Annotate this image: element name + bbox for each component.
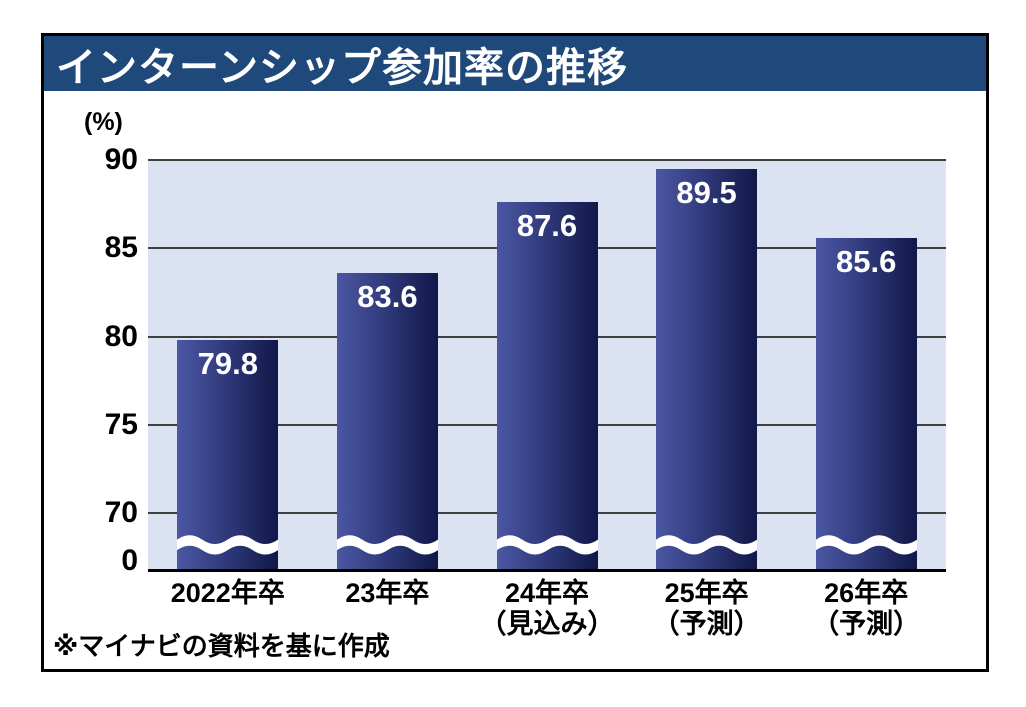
bar: 85.6 bbox=[815, 237, 917, 571]
y-axis-tick-label: 85 bbox=[104, 231, 138, 265]
x-axis-category-label: 26年卒 （予測） bbox=[786, 578, 946, 640]
y-axis-tick-label: 0 bbox=[121, 544, 138, 577]
gridline bbox=[148, 159, 946, 161]
y-axis-tick-label: 75 bbox=[104, 407, 138, 441]
axis-break-wave bbox=[336, 535, 438, 555]
x-axis-category-label-line: 26年卒 bbox=[824, 578, 909, 608]
title-banner: インターンシップ参加率の推移 bbox=[44, 36, 986, 91]
x-axis-category-label-line: （予測） bbox=[652, 609, 761, 639]
bar-value-label: 85.6 bbox=[836, 243, 897, 279]
axis-break-wave bbox=[496, 535, 598, 555]
bar-value-label: 87.6 bbox=[516, 208, 578, 244]
y-axis-tick-label: 70 bbox=[104, 496, 138, 529]
plot-area: 79.8 83.6 87.6 89.5 85.6 bbox=[148, 159, 946, 572]
y-axis-unit-label: (%) bbox=[84, 108, 123, 136]
source-note: ※マイナビの資料を基に作成 bbox=[53, 631, 390, 661]
x-axis-category-label-line: 25年卒 bbox=[664, 578, 749, 608]
x-axis-category-label: 24年卒 （見込み） bbox=[467, 578, 627, 640]
axis-break-wave bbox=[815, 535, 917, 555]
chart-frame: インターンシップ参加率の推移 (%) 79.8 83.6 87.6 89.5 85.6 … bbox=[41, 33, 989, 672]
bar-value-label: 89.5 bbox=[676, 174, 737, 210]
x-axis-baseline bbox=[148, 569, 946, 572]
bar: 79.8 bbox=[177, 340, 279, 571]
chart-title: インターンシップ参加率の推移 bbox=[56, 45, 628, 90]
x-axis-category-label-line: 2022年卒 bbox=[170, 578, 285, 608]
x-axis-category-label: 25年卒 （予測） bbox=[627, 578, 787, 640]
x-axis-category-label-line: （見込み） bbox=[479, 609, 615, 639]
x-axis-category-label: 2022年卒 bbox=[148, 578, 308, 609]
bar: 83.6 bbox=[336, 272, 438, 571]
bar-value-label: 79.8 bbox=[197, 346, 258, 382]
axis-break-wave bbox=[656, 535, 758, 555]
axis-break-wave bbox=[177, 535, 279, 555]
x-axis-category-label-line: 24年卒 bbox=[504, 578, 589, 608]
x-axis-category-label-line: （予測） bbox=[812, 609, 921, 639]
y-axis-tick-label: 80 bbox=[104, 319, 138, 353]
x-axis-category-label: 23年卒 bbox=[308, 578, 468, 609]
bar: 87.6 bbox=[496, 202, 598, 571]
bar-value-label: 83.6 bbox=[357, 278, 418, 314]
x-axis-category-label-line: 23年卒 bbox=[345, 578, 430, 608]
bar: 89.5 bbox=[656, 168, 758, 571]
y-axis-tick-label: 90 bbox=[104, 143, 138, 176]
